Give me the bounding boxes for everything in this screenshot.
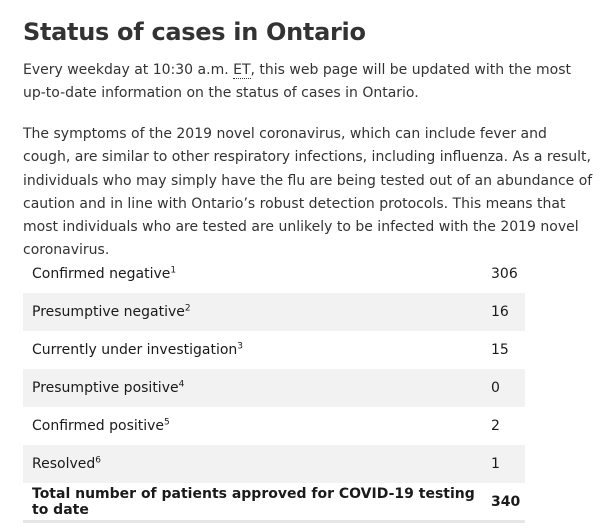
row-label: Presumptive negative2 [23,293,491,331]
symptoms-paragraph: The symptoms of the 2019 novel coronavir… [23,126,593,259]
total-row: Total number of patients approved for CO… [23,483,525,521]
row-value: 306 [491,266,518,282]
table-row: Confirmed negative1 306 [23,255,525,293]
total-label: Total number of patients approved for CO… [32,486,475,518]
total-value: 340 [491,494,521,510]
footnote-marker[interactable]: 4 [178,379,185,390]
page-title: Status of cases in Ontario [23,18,366,46]
footnote-marker[interactable]: 6 [95,455,101,466]
row-label: Currently under investigation3 [32,341,244,358]
table-row: Confirmed positive5 2 [23,407,525,445]
row-label: Confirmed positive5 [32,417,170,434]
case-status-table: Confirmed negative1 306 Presumptive nega… [23,255,525,521]
row-label: Presumptive positive4 [23,369,491,407]
footnote-marker[interactable]: 1 [170,265,177,276]
row-value: 15 [491,342,509,358]
row-value: 2 [491,418,500,434]
table-row: Presumptive positive4 0 [23,369,525,407]
table-bottom-divider [23,520,525,523]
footnote-marker[interactable]: 3 [237,341,244,352]
row-value: 16 [491,293,525,331]
footnote-marker[interactable]: 5 [164,417,170,428]
row-label: Confirmed negative1 [32,265,177,282]
intro-text-start: Every weekday at 10:30 a.m. [23,62,234,78]
row-label: Resolved6 [23,445,491,483]
footnote-marker[interactable]: 2 [184,303,191,314]
et-abbreviation[interactable]: ET [233,62,251,79]
row-value: 1 [491,445,525,483]
table-row: Resolved6 1 [23,445,525,483]
table-row: Presumptive negative2 16 [23,293,525,331]
row-value: 0 [491,369,525,407]
intro-paragraph: Every weekday at 10:30 a.m. ET, this web… [23,59,593,105]
table-row: Currently under investigation3 15 [23,331,525,369]
intro-text-end: , this web page will be updated with the… [23,62,571,101]
